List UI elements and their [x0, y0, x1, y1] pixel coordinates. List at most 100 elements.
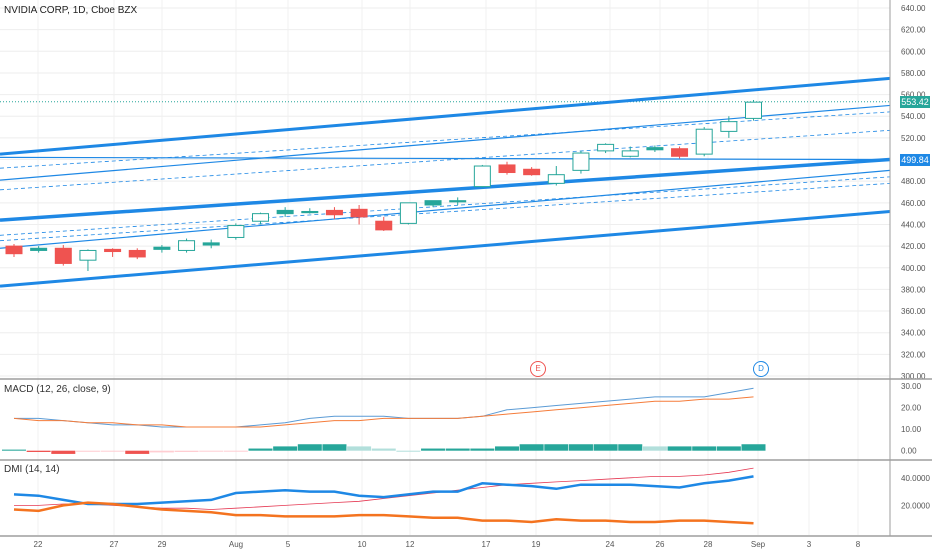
macd-indicator-title[interactable]: MACD (12, 26, close, 9)	[4, 384, 111, 395]
price-axis-label: 620.00	[901, 26, 926, 35]
macd-histogram-bar	[75, 450, 100, 452]
macd-histogram-bar	[642, 446, 667, 451]
macd-histogram-bar	[593, 444, 618, 451]
macd-histogram-bar	[248, 448, 273, 451]
candle-body[interactable]	[671, 148, 689, 157]
chart-grid	[0, 0, 890, 535]
candle-body[interactable]	[325, 209, 343, 216]
candle-body[interactable]	[202, 242, 220, 246]
price-axis-label: 540.00	[901, 112, 926, 121]
macd-histogram-bar	[100, 450, 125, 452]
time-axis-label: 24	[606, 540, 615, 549]
channel-midline-dashed[interactable]	[0, 182, 891, 242]
macd-line[interactable]	[14, 387, 754, 428]
time-axis-label: 29	[158, 540, 167, 549]
trend-channel-line[interactable]	[0, 104, 891, 181]
candle-body[interactable]	[399, 202, 417, 224]
price-axis-label: 400.00	[901, 264, 926, 273]
macd-axis-label: 0.00	[901, 447, 917, 456]
price-axis-label: 480.00	[901, 177, 926, 186]
macd-histogram-bar	[445, 448, 470, 451]
candle-body[interactable]	[473, 165, 491, 188]
time-axis-label: 27	[110, 540, 119, 549]
channel-midline-dashed[interactable]	[0, 111, 891, 169]
candle-body[interactable]	[350, 208, 368, 218]
candle-body[interactable]	[597, 143, 615, 152]
plus-di-line[interactable]	[13, 475, 754, 506]
macd-histogram-bar	[125, 450, 150, 454]
time-axis-label: 26	[656, 540, 665, 549]
candle-body[interactable]	[54, 247, 72, 264]
time-axis-label: 22	[34, 540, 43, 549]
macd-histogram-bar	[568, 444, 593, 451]
macd-histogram-bar	[618, 444, 643, 451]
trend-channel-line[interactable]	[0, 209, 891, 288]
minus-di-line[interactable]	[13, 501, 754, 525]
macd-histogram-bar	[51, 450, 76, 454]
macd-histogram-bar	[223, 450, 248, 452]
macd-histogram-bar	[297, 444, 322, 451]
candlestick-series[interactable]	[5, 100, 762, 272]
price-axis-label: 580.00	[901, 69, 926, 78]
price-axis-label: 460.00	[901, 199, 926, 208]
price-axis-label: 320.00	[901, 350, 926, 359]
trend-channel-line[interactable]	[0, 157, 891, 222]
macd-axis-label: 10.00	[901, 425, 922, 434]
candle-body[interactable]	[178, 240, 196, 251]
candle-body[interactable]	[375, 220, 393, 231]
macd-histogram-bar	[667, 446, 692, 451]
macd-signal-line[interactable]	[13, 396, 754, 428]
candle-body[interactable]	[449, 200, 467, 203]
candle-body[interactable]	[547, 174, 565, 184]
candle-body[interactable]	[104, 248, 122, 253]
candle-body[interactable]	[745, 101, 762, 119]
price-axis-label: 640.00	[901, 4, 926, 13]
candle-body[interactable]	[5, 245, 23, 255]
macd-histogram-bar	[322, 444, 347, 451]
candle-body[interactable]	[720, 121, 738, 132]
macd-panel[interactable]	[2, 387, 766, 454]
dmi-panel[interactable]	[13, 467, 754, 525]
time-axis-label: 10	[358, 540, 367, 549]
horizontal-line-price-tag: 499.84	[900, 154, 930, 166]
macd-axis-label: 30.00	[901, 382, 922, 391]
candle-body[interactable]	[252, 213, 269, 222]
candle-body[interactable]	[30, 247, 48, 251]
dividend-event-marker[interactable]: D	[753, 361, 769, 377]
candle-body[interactable]	[424, 200, 442, 206]
candle-body[interactable]	[153, 246, 171, 250]
symbol-title[interactable]: NVIDIA CORP, 1D, Cboe BZX	[4, 5, 138, 16]
trend-channel-lines[interactable]	[0, 76, 891, 288]
candle-body[interactable]	[128, 249, 146, 258]
channel-midline-dashed[interactable]	[0, 176, 891, 236]
candle-body[interactable]	[646, 147, 664, 151]
candle-body[interactable]	[79, 249, 97, 261]
macd-histogram-bar	[174, 450, 199, 452]
candle-body[interactable]	[572, 152, 590, 171]
price-axis-label: 560.00	[901, 91, 926, 100]
candle-body[interactable]	[301, 210, 319, 214]
candle-body[interactable]	[621, 150, 639, 157]
dmi-axis-label: 20.0000	[901, 501, 930, 510]
trend-channel-line[interactable]	[0, 76, 891, 156]
macd-histogram-bar	[149, 450, 174, 453]
price-axis-label: 300.00	[901, 372, 926, 381]
candle-body[interactable]	[498, 164, 516, 174]
price-axis-label: 360.00	[901, 307, 926, 316]
price-axis-label: 380.00	[901, 285, 926, 294]
macd-histogram-bar	[2, 449, 26, 451]
time-axis-label: 3	[807, 540, 812, 549]
earnings-event-marker[interactable]: E	[530, 361, 546, 377]
candle-body[interactable]	[523, 168, 541, 176]
candle-body[interactable]	[227, 225, 245, 238]
channel-midline-dashed[interactable]	[0, 129, 891, 191]
dmi-indicator-title[interactable]: DMI (14, 14)	[4, 464, 60, 475]
trend-channel-line[interactable]	[0, 169, 891, 249]
candle-body[interactable]	[695, 128, 713, 155]
macd-histogram-bar	[396, 450, 421, 452]
macd-histogram-bar	[199, 450, 224, 452]
candle-body[interactable]	[276, 209, 294, 215]
trend-channel-line[interactable]	[0, 156, 891, 161]
